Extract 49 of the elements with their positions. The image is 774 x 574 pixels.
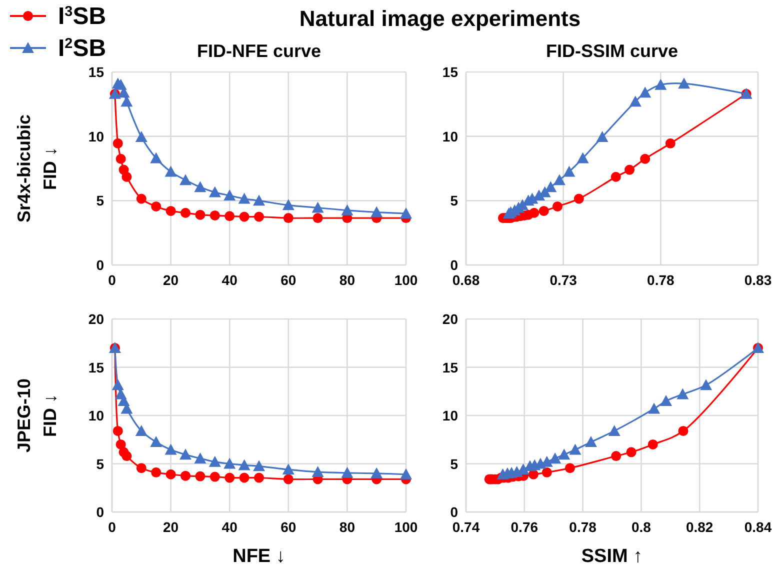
y-tick-label: 10 xyxy=(442,408,458,424)
x-tick-label: 0.68 xyxy=(452,272,480,288)
y-tick-label: 20 xyxy=(442,311,458,327)
y-tick-label: 15 xyxy=(442,359,458,376)
x-tick-label: 60 xyxy=(280,519,296,535)
x-tick-label: 0.78 xyxy=(569,519,597,535)
y-tick-label: 15 xyxy=(88,359,104,376)
x-tick-label: 0.73 xyxy=(550,272,578,288)
x-tick-label: 80 xyxy=(339,272,356,288)
x-tick-label: 0 xyxy=(108,519,116,535)
x-tick-label: 0 xyxy=(108,272,116,288)
y-tick-label: 0 xyxy=(450,504,458,520)
y-tick-label: 10 xyxy=(442,128,458,144)
x-tick-label: 100 xyxy=(394,272,418,288)
y-tick-label: 5 xyxy=(450,192,458,209)
y-tick-label: 0 xyxy=(450,257,458,273)
y-tick-label: 5 xyxy=(96,192,104,209)
x-tick-label: 20 xyxy=(163,272,179,288)
y-tick-label: 10 xyxy=(88,408,104,424)
y-tick-label: 15 xyxy=(442,64,458,80)
x-tick-label: 0.74 xyxy=(452,519,480,535)
y-axis-title: JPEG-10 FID ↓ xyxy=(14,378,60,453)
y-tick-label: 0 xyxy=(96,257,104,273)
y-tick-label: 10 xyxy=(88,128,104,144)
x-tick-label: 80 xyxy=(339,519,356,535)
chart-title: FID-SSIM curve xyxy=(546,41,678,61)
x-tick-label: 100 xyxy=(394,519,418,535)
x-tick-label: 0.82 xyxy=(686,519,714,535)
y-tick-label: 20 xyxy=(88,311,104,327)
x-tick-label: 20 xyxy=(163,519,179,535)
x-tick-label: 60 xyxy=(280,272,296,288)
text: Natural image experiments xyxy=(299,6,581,31)
x-tick-label: 0.8 xyxy=(631,519,652,535)
y-axis-title: Sr4x-bicubic FID ↓ xyxy=(14,114,60,223)
x-tick-label: 0.84 xyxy=(744,519,772,535)
y-tick-label: 5 xyxy=(450,456,458,472)
x-axis-title: NFE ↓ xyxy=(232,546,286,567)
chart-title: FID-NFE curve xyxy=(196,41,322,61)
y-tick-label: 5 xyxy=(96,456,104,472)
x-tick-label: 0.78 xyxy=(647,272,675,288)
y-tick-label: 0 xyxy=(96,504,104,520)
y-tick-label: 15 xyxy=(88,64,104,80)
x-tick-label: 0.76 xyxy=(510,519,538,535)
legend-label: I$^{2}$SB xyxy=(58,35,106,62)
x-tick-label: 0.83 xyxy=(744,272,772,288)
x-tick-label: 40 xyxy=(222,272,238,288)
legend-label: I$^{3}$SB xyxy=(58,3,106,30)
x-tick-label: 40 xyxy=(222,519,238,535)
x-axis-title: SSIM ↑ xyxy=(581,546,643,567)
